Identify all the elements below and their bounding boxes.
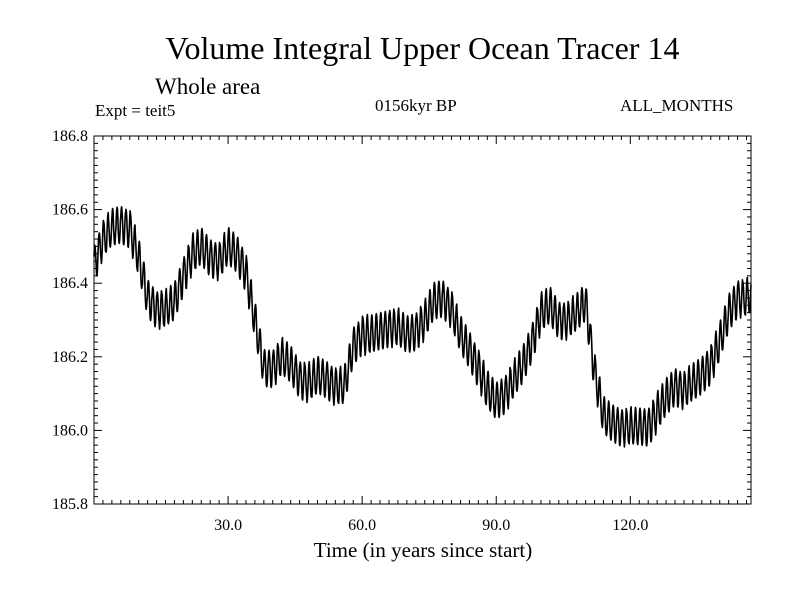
chart-title: Volume Integral Upper Ocean Tracer 14 xyxy=(165,30,680,66)
y-tick-label: 185.8 xyxy=(52,496,88,513)
y-tick-label: 186.2 xyxy=(52,349,88,366)
x-tick-label: 60.0 xyxy=(348,517,376,534)
epoch-label: 0156kyr BP xyxy=(375,96,457,115)
plot-frame xyxy=(93,135,752,505)
chart-subtitle: Whole area xyxy=(155,74,261,99)
x-tick-label: 120.0 xyxy=(612,517,648,534)
y-tick-label: 186.4 xyxy=(52,275,88,292)
y-tick-label: 186.0 xyxy=(52,422,88,439)
x-axis-label: Time (in years since start) xyxy=(313,538,533,562)
tick-marks xyxy=(94,136,751,504)
months-label: ALL_MONTHS xyxy=(620,96,734,115)
experiment-label: Expt = teit5 xyxy=(95,101,176,120)
y-tick-label: 186.6 xyxy=(52,202,88,219)
tick-labels: 185.8 186.0 186.2 186.4 186.6 186.8 30.0 60.0 90… xyxy=(52,128,648,534)
series-layer xyxy=(93,206,752,448)
y-tick-label: 186.8 xyxy=(52,128,88,145)
x-tick-label: 30.0 xyxy=(214,517,242,534)
series-line xyxy=(93,206,752,448)
x-tick-label: 90.0 xyxy=(482,517,510,534)
